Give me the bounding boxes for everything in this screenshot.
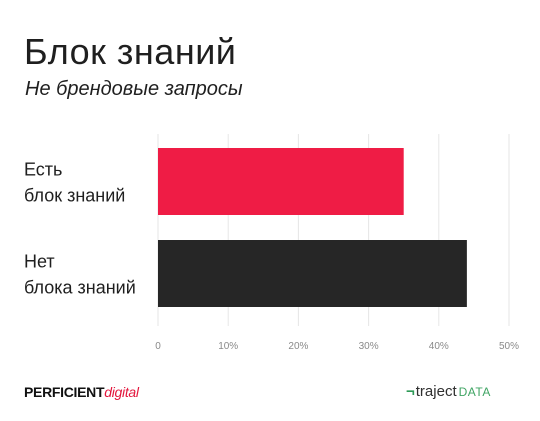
category-label: Есть блок знаний: [24, 160, 125, 206]
traject-data-logo: ¬traject DATA: [406, 384, 491, 400]
data-brand: DATA: [458, 385, 491, 399]
x-tick-label: 40%: [429, 341, 449, 352]
chart-subtitle: Не брендовые запросы: [25, 78, 243, 100]
x-tick-label: 30%: [359, 341, 379, 352]
x-tick-label: 50%: [499, 341, 519, 352]
bar: [158, 148, 404, 215]
traject-mark-icon: ¬: [406, 383, 415, 400]
perficient-digital-logo: PERFICIENTdigital: [24, 384, 139, 400]
bar: [158, 240, 467, 307]
chart-title: Блок знаний: [24, 31, 237, 72]
x-tick-label: 0: [155, 341, 161, 352]
x-tick-label: 20%: [288, 341, 308, 352]
perficient-brand: PERFICIENT: [24, 384, 105, 400]
digital-brand: digital: [104, 384, 139, 400]
category-label: Нет блока знаний: [24, 252, 136, 298]
traject-brand: traject: [415, 383, 457, 400]
x-tick-label: 10%: [218, 341, 238, 352]
